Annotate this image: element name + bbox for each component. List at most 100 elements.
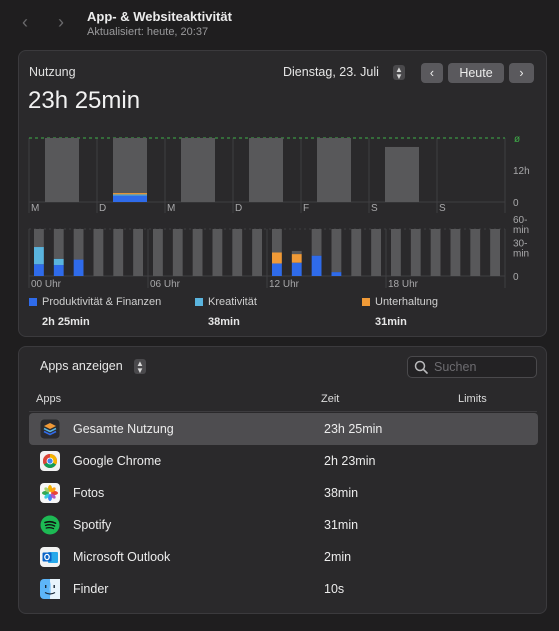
legend-swatch bbox=[195, 298, 203, 306]
hourly-ytick-label-line: 30- bbox=[513, 239, 527, 250]
legend-value: 31min bbox=[375, 316, 407, 328]
column-header-limits[interactable]: Limits bbox=[458, 393, 487, 405]
search-icon bbox=[414, 360, 428, 374]
app-time: 2min bbox=[324, 550, 352, 564]
hourly-ytick-label: 0 bbox=[513, 272, 519, 283]
apps-panel: Apps anzeigen ▲ ▼ Apps Zeit Limits Gesam… bbox=[18, 346, 547, 614]
chrome-icon bbox=[40, 451, 60, 471]
previous-day-button[interactable]: ‹ bbox=[421, 63, 443, 83]
last-updated: Aktualisiert: heute, 20:37 bbox=[87, 26, 209, 38]
apps-view-stepper[interactable]: ▲ ▼ bbox=[134, 359, 146, 375]
usage-panel: Nutzung 23h 25min Dienstag, 23. Juli ▲ ▼… bbox=[18, 50, 547, 337]
app-time: 2h 23min bbox=[324, 454, 376, 468]
hourly-ytick-label-line: 0 bbox=[513, 272, 519, 283]
hourly-bar bbox=[133, 229, 143, 276]
today-button[interactable]: Heute bbox=[448, 63, 504, 83]
legend-swatch bbox=[29, 298, 37, 306]
app-time: 38min bbox=[324, 486, 359, 500]
usage-label: Nutzung bbox=[29, 65, 76, 79]
hourly-xtick-label: 06 Uhr bbox=[150, 279, 181, 289]
column-header-time[interactable]: Zeit bbox=[321, 393, 340, 405]
hourly-bar bbox=[450, 229, 461, 276]
search-field[interactable] bbox=[407, 356, 537, 378]
legend-label: Kreativität bbox=[208, 296, 257, 308]
chevron-left-icon: ‹ bbox=[22, 12, 28, 32]
chevron-left-icon: ‹ bbox=[429, 66, 435, 80]
weekly-xtick-label: S bbox=[371, 203, 378, 214]
hourly-ytick-label-line: min bbox=[513, 225, 529, 236]
hourly-xtick-label: 12 Uhr bbox=[269, 279, 300, 289]
hourly-bar bbox=[272, 229, 282, 253]
hourly-ytick-label-line: 60- bbox=[513, 215, 527, 226]
app-time: 10s bbox=[324, 582, 345, 596]
chevron-up-icon: ▲ bbox=[395, 65, 403, 74]
outlook-icon bbox=[40, 547, 60, 567]
toolbar: ‹ › App- & Websiteaktivität Aktualisiert… bbox=[0, 0, 559, 44]
app-time: 23h 25min bbox=[324, 422, 383, 436]
hourly-bar bbox=[252, 229, 262, 276]
app-name: Microsoft Outlook bbox=[73, 550, 171, 564]
hourly-bar bbox=[192, 229, 203, 276]
hourly-ytick-label: 60-min bbox=[513, 215, 529, 236]
hourly-bar bbox=[153, 229, 163, 276]
hourly-bar bbox=[53, 258, 64, 266]
layers-icon bbox=[40, 419, 60, 439]
search-input[interactable] bbox=[434, 359, 530, 375]
chevron-down-icon: ▼ bbox=[136, 366, 144, 375]
weekly-xtick-label: S bbox=[439, 203, 446, 214]
finder-icon bbox=[40, 579, 60, 599]
date-label: Dienstag, 23. Juli bbox=[283, 65, 379, 79]
table-row[interactable]: Microsoft Outlook 2min bbox=[29, 541, 538, 573]
hourly-bar bbox=[291, 250, 302, 255]
hourly-bar bbox=[391, 229, 401, 276]
table-row[interactable]: Spotify 31min bbox=[29, 509, 538, 541]
header-divider bbox=[29, 411, 537, 412]
hourly-bar bbox=[331, 229, 342, 273]
window-title: App- & Websiteaktivität bbox=[87, 9, 232, 24]
weekly-bar bbox=[45, 138, 79, 202]
hourly-bar bbox=[34, 264, 44, 276]
table-row[interactable]: Gesamte Nutzung 23h 25min bbox=[29, 413, 538, 445]
chevron-up-icon: ▲ bbox=[136, 359, 144, 368]
hourly-bar bbox=[34, 247, 44, 265]
hourly-bar bbox=[53, 265, 64, 276]
weekly-xtick-label: D bbox=[235, 203, 242, 214]
column-header-apps[interactable]: Apps bbox=[36, 393, 62, 405]
hourly-bar bbox=[331, 272, 342, 276]
hourly-bar bbox=[272, 252, 282, 264]
hourly-bar bbox=[291, 254, 302, 263]
hourly-bar bbox=[212, 229, 223, 276]
forward-button[interactable]: › bbox=[51, 12, 71, 32]
chevron-right-icon: › bbox=[58, 12, 64, 32]
table-row[interactable]: Fotos 38min bbox=[29, 477, 538, 509]
legend-value: 38min bbox=[208, 316, 240, 328]
back-button[interactable]: ‹ bbox=[15, 12, 35, 32]
hourly-bar bbox=[34, 229, 44, 248]
apps-view-toggle[interactable]: Apps anzeigen bbox=[40, 359, 123, 373]
hourly-bar bbox=[53, 229, 64, 259]
weekly-xtick-label: M bbox=[31, 203, 39, 214]
hourly-bar bbox=[311, 229, 322, 256]
hourly-bar bbox=[470, 229, 481, 276]
chevron-down-icon: ▼ bbox=[395, 72, 403, 81]
spotify-icon bbox=[40, 515, 60, 535]
hourly-bar bbox=[73, 259, 84, 276]
hourly-bar bbox=[272, 263, 282, 276]
hourly-ytick-label: 30-min bbox=[513, 239, 529, 260]
legend-swatch bbox=[362, 298, 370, 306]
weekly-bar bbox=[113, 193, 147, 195]
next-day-button[interactable]: › bbox=[509, 63, 534, 83]
weekly-ytick-label: 0 bbox=[513, 198, 519, 209]
table-row[interactable]: Google Chrome 2h 23min bbox=[29, 445, 538, 477]
app-name: Google Chrome bbox=[73, 454, 162, 468]
hourly-bar bbox=[93, 229, 104, 276]
legend-label: Produktivität & Finanzen bbox=[42, 296, 162, 308]
hourly-xtick-label: 18 Uhr bbox=[388, 279, 419, 289]
table-row[interactable]: Finder 10s bbox=[29, 573, 538, 605]
app-time: 31min bbox=[324, 518, 359, 532]
usage-total: 23h 25min bbox=[28, 87, 141, 114]
chevron-right-icon: › bbox=[519, 66, 524, 80]
date-picker-stepper[interactable]: ▲ ▼ bbox=[393, 65, 405, 81]
hourly-bar bbox=[291, 262, 302, 276]
weekly-bar bbox=[317, 138, 351, 202]
